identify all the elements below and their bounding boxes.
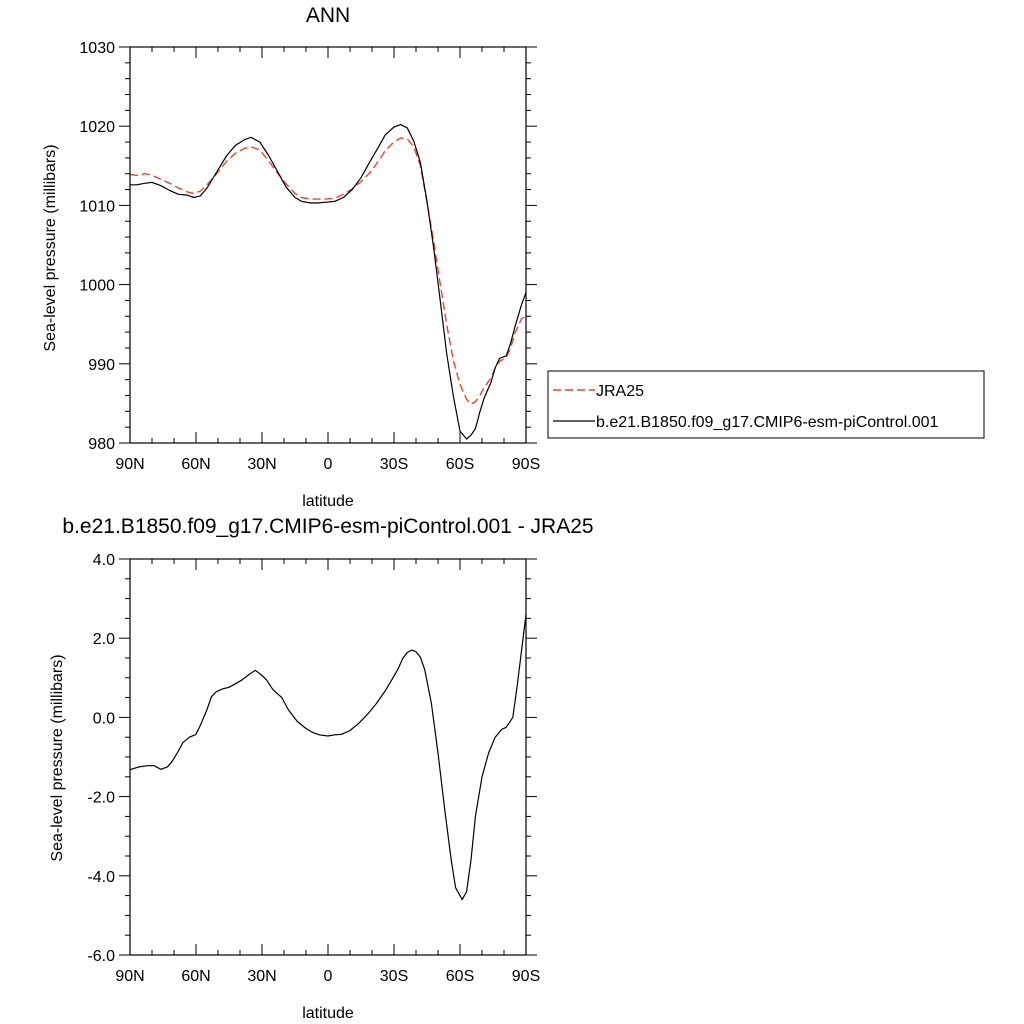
legend: JRA25 b.e21.B1850.f09_g17.CMIP6-esm-piCo… — [547, 370, 985, 439]
x-tick-label: 90N — [115, 456, 144, 473]
x-axis-label: latitude — [302, 493, 354, 510]
x-tick-label: 60N — [181, 456, 210, 473]
legend-box — [547, 370, 985, 439]
legend-label-jra25: JRA25 — [596, 383, 644, 400]
x-tick-label: 90S — [512, 456, 540, 473]
x-tick-label: 0 — [324, 456, 333, 473]
y-tick-label: 990 — [88, 357, 115, 374]
y-tick-label: -2.0 — [87, 790, 115, 807]
series-group — [129, 614, 527, 901]
legend-label-model: b.e21.B1850.f09_g17.CMIP6-esm-piControl.… — [596, 414, 939, 431]
plot-frame — [129, 46, 527, 444]
x-tick-label: 30S — [380, 456, 408, 473]
series-group — [129, 123, 527, 440]
y-tick-label: 4.0 — [93, 552, 115, 569]
x-tick-label: 90S — [512, 968, 540, 985]
y-tick-labels: 980 990 1000 1010 1020 1030 — [79, 40, 115, 453]
chart-title: ANN — [306, 4, 350, 27]
x-tick-labels: 90N 60N 30N 0 30S 60S 90S — [115, 456, 540, 473]
y-axis-label: Sea-level pressure (millibars) — [49, 654, 66, 861]
x-tick-labels: 90N 60N 30N 0 30S 60S 90S — [115, 968, 540, 985]
tick-marks — [119, 558, 537, 956]
plot-frame — [129, 558, 527, 956]
x-tick-label: 30N — [247, 456, 276, 473]
y-tick-label: -6.0 — [87, 948, 115, 965]
tick-marks — [119, 46, 537, 444]
series-line-model — [130, 123, 527, 440]
y-tick-label: 980 — [88, 436, 115, 453]
y-tick-labels: -6.0 -4.0 -2.0 0.0 2.0 4.0 — [87, 552, 115, 965]
x-tick-label: 60S — [446, 456, 474, 473]
chart-title: b.e21.B1850.f09_g17.CMIP6-esm-piControl.… — [62, 515, 593, 538]
y-axis-label: Sea-level pressure (millibars) — [42, 144, 59, 351]
y-tick-label: 1000 — [79, 278, 115, 295]
x-tick-label: 60S — [446, 968, 474, 985]
y-tick-label: 2.0 — [93, 631, 115, 648]
series-line-difference — [129, 614, 527, 901]
y-tick-label: 1030 — [79, 40, 115, 57]
x-tick-label: 60N — [181, 968, 210, 985]
difference-chart: b.e21.B1850.f09_g17.CMIP6-esm-piControl.… — [49, 515, 594, 1022]
x-tick-label: 30S — [380, 968, 408, 985]
y-tick-label: 1010 — [79, 198, 115, 215]
x-tick-label: 90N — [115, 968, 144, 985]
x-tick-label: 0 — [324, 968, 333, 985]
y-tick-label: -4.0 — [87, 869, 115, 886]
y-tick-label: 0.0 — [93, 710, 115, 727]
x-tick-label: 30N — [247, 968, 276, 985]
series-line-jra25 — [129, 137, 527, 405]
ann-chart: ANN 90N 60N 30N 0 30S 60S 90S 980 990 1000 1010 10… — [42, 4, 540, 510]
y-tick-label: 1020 — [79, 119, 115, 136]
x-axis-label: latitude — [302, 1005, 354, 1022]
